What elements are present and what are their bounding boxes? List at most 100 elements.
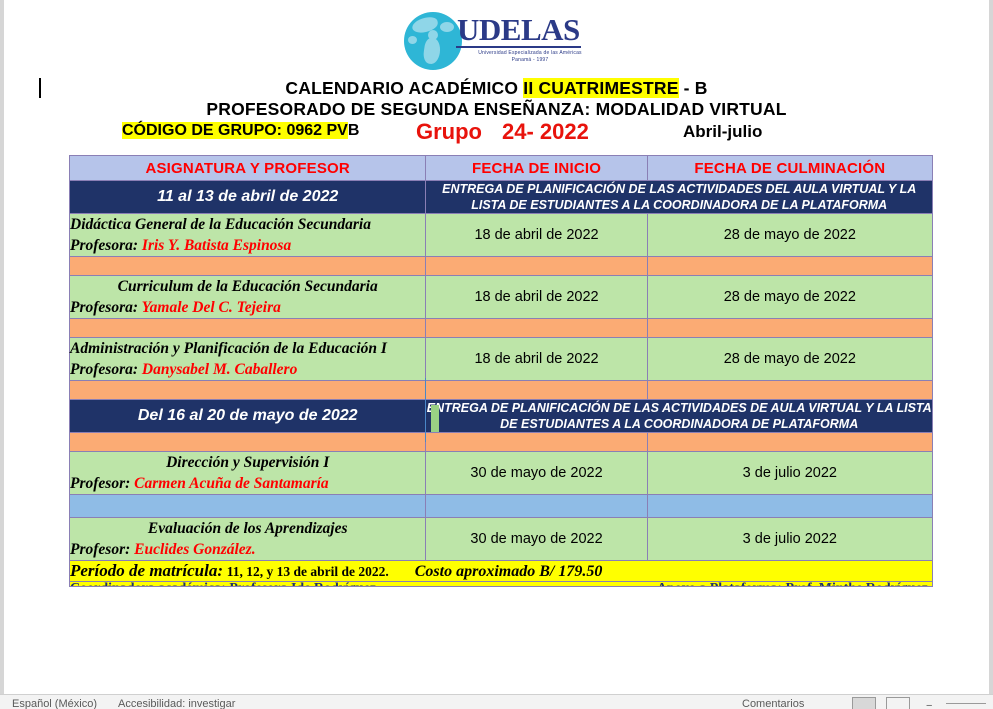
- course-professor: Profesora: Iris Y. Batista Espinosa: [70, 235, 425, 256]
- group-code-highlight: CÓDIGO DE GRUPO: 0962 PV: [122, 122, 348, 139]
- coordinator-name: Coordinadora académica: Profesora Ide Ro…: [71, 583, 377, 586]
- table-row: Dirección y Supervisión I Profesor: Carm…: [68, 451, 934, 495]
- grupo-number: 24- 2022: [502, 119, 589, 144]
- table-row: Administración y Planificación de la Edu…: [68, 337, 934, 381]
- table-row: Curriculum de la Educación Secundaria Pr…: [68, 275, 934, 319]
- spacer-cell: [425, 432, 648, 452]
- spacer-cell: [646, 432, 934, 452]
- title-cuatrimestre-highlight: II CUATRIMESTRE: [523, 78, 679, 98]
- sheet-right-edge: [989, 0, 993, 694]
- professor-label: Profesora:: [70, 299, 139, 316]
- notice-row-1: 11 al 13 de abril de 2022 ENTREGA DE PLA…: [68, 180, 933, 214]
- course-cell: Administración y Planificación de la Edu…: [68, 337, 427, 381]
- status-accessibility[interactable]: Accesibilidad: investigar: [118, 698, 236, 709]
- spacer-row: [68, 380, 934, 400]
- spacer-cell: [425, 318, 648, 338]
- status-language: Español (México): [12, 698, 97, 709]
- spacer-cell: [68, 256, 427, 276]
- enrollment-text: Período de matrícula: 11, 12, y 13 de ab…: [70, 561, 603, 580]
- status-comments[interactable]: Comentarios: [742, 698, 805, 709]
- spacer-cell: [68, 432, 427, 452]
- spacer-cell: [68, 318, 427, 338]
- coordination-footer-row: Coordinadora académica: Profesora Ide Ro…: [69, 581, 933, 587]
- course-start-date: 18 de abril de 2022: [425, 213, 648, 257]
- course-start-date: 18 de abril de 2022: [425, 337, 648, 381]
- course-professor: Profesora: Yamale Del C. Tejeira: [70, 297, 425, 318]
- professor-name: Carmen Acuña de Santamaría: [134, 475, 329, 492]
- course-subject: Curriculum de la Educación Secundaria: [117, 278, 378, 295]
- course-professor: Profesor: Euclides González.: [70, 539, 425, 560]
- course-professor: Profesora: Danysabel M. Caballero: [70, 359, 425, 380]
- professor-label: Profesor:: [70, 541, 131, 558]
- matricula-dates: 11, 12, y 13 de abril de 2022.: [226, 564, 389, 579]
- course-subject: Evaluación de los Aprendizajes: [147, 520, 348, 537]
- matricula-label: Período de matrícula:: [70, 561, 223, 580]
- course-professor: Profesor: Carmen Acuña de Santamaría: [70, 473, 425, 494]
- view-normal-button[interactable]: [852, 697, 876, 709]
- course-start-date: 18 de abril de 2022: [425, 275, 648, 319]
- spacer-cell: [425, 256, 648, 276]
- table-row: Evaluación de los Aprendizajes Profesor:…: [68, 517, 934, 561]
- excel-status-bar: Español (México) Accesibilidad: investig…: [0, 694, 993, 709]
- professor-name: Iris Y. Batista Espinosa: [141, 237, 292, 254]
- table-row: Didáctica General de la Educación Secund…: [68, 213, 934, 257]
- coordination-footer-cell: Coordinadora académica: Profesora Ide Ro…: [69, 581, 933, 587]
- globe-icon: [404, 12, 462, 70]
- spacer-cell: [68, 380, 427, 400]
- spreadsheet-canvas: UDELAS Universidad Especializada de las …: [4, 0, 989, 694]
- notice-row-2: Del 16 al 20 de mayo de 2022 ENTREGA DE …: [68, 399, 933, 433]
- header-cell-start: FECHA DE INICIO: [425, 155, 648, 181]
- course-cell: Didáctica General de la Educación Secund…: [68, 213, 427, 257]
- logo-text-block: UDELAS Universidad Especializada de las …: [456, 14, 606, 63]
- spacer-cell: [646, 318, 934, 338]
- course-end-date: 3 de julio 2022: [646, 517, 934, 561]
- spacer-cell: [68, 494, 427, 518]
- grupo-label: Grupo: [416, 119, 482, 144]
- spacer-cell: [425, 380, 648, 400]
- professor-name: Danysabel M. Caballero: [141, 361, 298, 378]
- course-cell: Evaluación de los Aprendizajes Profesor:…: [68, 517, 427, 561]
- udelas-logo: UDELAS Universidad Especializada de las …: [404, 8, 604, 74]
- view-page-layout-button[interactable]: [886, 697, 910, 709]
- page-title-line2: PROFESORADO DE SEGUNDA ENSEÑANZA: MODALI…: [206, 99, 787, 119]
- column-separator-artifact: [425, 378, 426, 442]
- notice1-dates: 11 al 13 de abril de 2022: [68, 180, 427, 214]
- professor-name: Euclides González.: [134, 541, 256, 558]
- logo-subtitle-university: Universidad Especializada de las América…: [478, 50, 582, 56]
- notice1-text: ENTREGA DE PLANIFICACIÓN DE LAS ACTIVIDA…: [425, 180, 933, 214]
- group-code-tail: B: [347, 122, 360, 139]
- course-start-date: 30 de mayo de 2022: [425, 517, 648, 561]
- page-title-line1: CALENDARIO ACADÉMICO II CUATRIMESTRE - B: [4, 78, 989, 99]
- coordination-clipped-text: Coordinadora académica: Profesora Ide Ro…: [71, 583, 932, 586]
- enrollment-footer-cell: Período de matrícula: 11, 12, y 13 de ab…: [69, 560, 933, 582]
- notice2-dates: Del 16 al 20 de mayo de 2022: [68, 399, 427, 433]
- spacer-cell: [646, 380, 934, 400]
- matricula-cost: Costo aproximado B/ 179.50: [414, 563, 603, 580]
- course-subject: Administración y Planificación de la Edu…: [70, 340, 387, 357]
- group-code: CÓDIGO DE GRUPO: 0962 PVB: [122, 122, 359, 140]
- spacer-cell: [425, 494, 648, 518]
- platform-support-name: Apoyo a Plataforma: Prof. Minthe Rodrígu…: [657, 583, 928, 586]
- professor-label: Profesor:: [70, 475, 131, 492]
- course-cell: Dirección y Supervisión I Profesor: Carm…: [68, 451, 427, 495]
- title-suffix-b: - B: [678, 78, 708, 98]
- green-marker-artifact: [431, 405, 439, 432]
- zoom-out-button[interactable]: −: [926, 700, 933, 709]
- academic-calendar-table: ASIGNATURA Y PROFESOR FECHA DE INICIO FE…: [68, 155, 934, 587]
- group-info-row: CÓDIGO DE GRUPO: 0962 PVB Grupo 24- 2022…: [4, 119, 989, 146]
- spacer-cell: [646, 256, 934, 276]
- course-start-date: 30 de mayo de 2022: [425, 451, 648, 495]
- course-subject: Dirección y Supervisión I: [166, 454, 330, 471]
- professor-label: Profesora:: [70, 361, 139, 378]
- spacer-row: [68, 256, 934, 276]
- course-subject: Didáctica General de la Educación Secund…: [70, 216, 371, 233]
- course-end-date: 3 de julio 2022: [646, 451, 934, 495]
- notice2-text: ENTREGA DE PLANIFICACIÓN DE LAS ACTIVIDA…: [425, 399, 933, 433]
- spacer-row: [68, 432, 934, 452]
- zoom-slider[interactable]: [946, 703, 986, 704]
- header-cell-end: FECHA DE CULMINACIÓN: [646, 155, 934, 181]
- spacer-cell: [646, 494, 934, 518]
- title-calendario-text: CALENDARIO ACADÉMICO: [285, 78, 524, 98]
- enrollment-footer-row: Período de matrícula: 11, 12, y 13 de ab…: [69, 560, 933, 582]
- spacer-row: [68, 494, 934, 518]
